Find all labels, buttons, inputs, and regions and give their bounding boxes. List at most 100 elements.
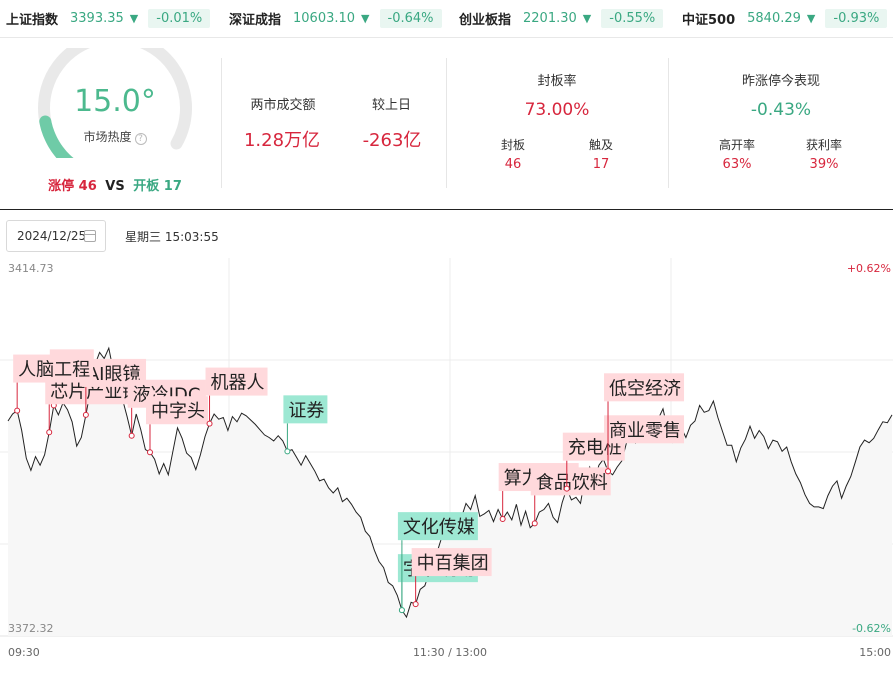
seal-rate-block: 封板率 73.00% 封板 46 触及 17	[447, 38, 667, 208]
divider	[668, 58, 669, 188]
down-arrow-icon: ▼	[582, 11, 592, 25]
event-tag-box	[530, 467, 611, 496]
heat-gauge: 15.0° 市场热度? 涨停 46 VS 开板 17	[20, 48, 210, 198]
index-value: 2201.30	[523, 10, 577, 26]
event-tag-label: 人脑工程	[18, 360, 90, 381]
event-tag-label: AI眼镜	[87, 364, 141, 385]
pct-min-label: -0.62%	[852, 622, 891, 635]
stats-panel: 15.0° 市场热度? 涨停 46 VS 开板 17 两市成交额 1.28万亿 …	[0, 38, 893, 210]
tag-dot	[206, 420, 213, 427]
price-area	[8, 348, 892, 636]
turnover-block: 两市成交额 1.28万亿 较上日 -263亿	[222, 38, 437, 208]
event-tag-box	[13, 354, 94, 383]
heat-label: 市场热度	[83, 130, 132, 144]
event-tag-box	[411, 548, 492, 577]
tag-dot	[82, 411, 89, 418]
turnover-label: 两市成交额	[250, 98, 316, 113]
index-change: -0.93%	[825, 8, 888, 28]
tag-dot	[605, 468, 612, 475]
down-arrow-icon: ▼	[129, 11, 139, 25]
tag-dot	[46, 429, 53, 436]
index-bar: 上证指数 3393.35 ▼ -0.01% 深证成指 10603.10 ▼ -0…	[0, 0, 893, 38]
event-tag-label: 文化传媒	[403, 517, 475, 538]
index-name: 上证指数	[6, 12, 59, 28]
x-tick-label: 15:00	[859, 646, 891, 659]
index-shenzhen[interactable]: 深证成指 10603.10 ▼ -0.64%	[229, 7, 442, 29]
down-arrow-icon: ▼	[361, 11, 370, 25]
event-tag-label: 证券	[288, 400, 324, 421]
compare-label: 较上日	[371, 98, 411, 113]
tag-dot	[531, 520, 538, 527]
index-name: 中证500	[682, 12, 736, 28]
index-value: 5840.29	[747, 10, 801, 26]
heat-gauge-arc	[38, 48, 192, 158]
limit-summary: 涨停 46 VS 开板 17	[20, 175, 210, 194]
event-tag-label: 中百集团	[417, 553, 489, 574]
tag-dot	[398, 607, 405, 614]
event-tag-box	[604, 415, 685, 444]
date-picker[interactable]: 2024/12/25	[6, 220, 106, 252]
x-tick-label: 09:30	[8, 646, 40, 659]
tag-dot	[563, 485, 570, 492]
event-tags: 银行芯片产业链AI眼镜人脑工程液冷IDC中字头机器人证券字节跳动文化传媒中百集团…	[13, 349, 685, 614]
index-change: -0.01%	[148, 8, 211, 28]
sealed-value: 46	[504, 157, 522, 172]
turnover-value: 1.28万亿	[243, 130, 321, 151]
tag-dot	[14, 407, 21, 414]
intraday-chart[interactable]: 银行芯片产业链AI眼镜人脑工程液冷IDC中字头机器人证券字节跳动文化传媒中百集团…	[0, 258, 893, 666]
help-icon[interactable]: ?	[134, 133, 147, 145]
profit-value: 39%	[809, 157, 839, 172]
event-tag-label: 低空经济	[609, 378, 681, 399]
high-open-value: 63%	[722, 157, 752, 172]
calendar-icon[interactable]	[84, 230, 96, 242]
pct-max-label: +0.62%	[847, 262, 891, 275]
compare-value: -263亿	[362, 130, 422, 151]
touched-label: 触及	[588, 138, 613, 152]
event-tag-label: 机器人	[211, 373, 265, 394]
tag-dot	[146, 449, 153, 456]
tag-dot	[499, 516, 506, 523]
limit-up-label: 涨停	[48, 179, 75, 194]
index-name: 创业板指	[459, 12, 512, 28]
event-tag-label: 中字头	[151, 401, 205, 422]
y-max-label: 3414.73	[8, 262, 54, 275]
weekday-time: 星期三 15:03:55	[125, 230, 219, 244]
event-tag-box	[205, 367, 268, 396]
down-arrow-icon: ▼	[806, 11, 816, 25]
touched-value: 17	[592, 157, 610, 172]
limit-up-count: 46	[78, 179, 97, 194]
chart-axes: 3414.73 3372.32 +0.62% -0.62% 09:30 11:30 / 1…	[8, 262, 891, 659]
yesterday-title: 昨涨停今表现	[741, 74, 820, 89]
divider	[221, 58, 222, 188]
sealed-label: 封板	[500, 138, 525, 152]
event-tag-box	[283, 395, 328, 424]
index-shanghai[interactable]: 上证指数 3393.35 ▼ -0.01%	[6, 7, 211, 29]
index-change: -0.64%	[379, 8, 442, 28]
seal-rate-title: 封板率	[537, 74, 577, 89]
date-value: 2024/12/25	[17, 229, 87, 243]
y-min-label: 3372.32	[8, 622, 54, 635]
index-change: -0.55%	[601, 8, 664, 28]
tag-dot	[284, 448, 291, 455]
high-open-label: 高开率	[718, 138, 755, 152]
vs-label: VS	[105, 179, 125, 194]
index-value: 3393.35	[70, 10, 124, 26]
open-board-count: 17	[163, 179, 182, 194]
heat-label-row: 市场热度?	[20, 128, 210, 145]
tag-dot	[128, 432, 135, 439]
divider	[446, 58, 447, 188]
event-tag-box	[145, 396, 208, 425]
yesterday-value: -0.43%	[750, 100, 812, 120]
event-tag-label: 食品饮料	[536, 472, 608, 493]
open-board-label: 开板	[133, 179, 160, 194]
index-chinext[interactable]: 创业板指 2201.30 ▼ -0.55%	[459, 7, 664, 29]
index-csi500[interactable]: 中证500 5840.29 ▼ -0.93%	[682, 7, 888, 29]
seal-rate-value: 73.00%	[524, 100, 590, 120]
tag-dot	[412, 601, 419, 608]
index-name: 深证成指	[229, 12, 282, 28]
yesterday-block: 昨涨停今表现 -0.43% 高开率 63% 获利率 39%	[669, 38, 893, 208]
x-tick-label: 11:30 / 13:00	[413, 646, 487, 659]
profit-label: 获利率	[805, 138, 842, 152]
event-tag-box	[604, 373, 685, 402]
event-tag-box	[397, 512, 478, 541]
